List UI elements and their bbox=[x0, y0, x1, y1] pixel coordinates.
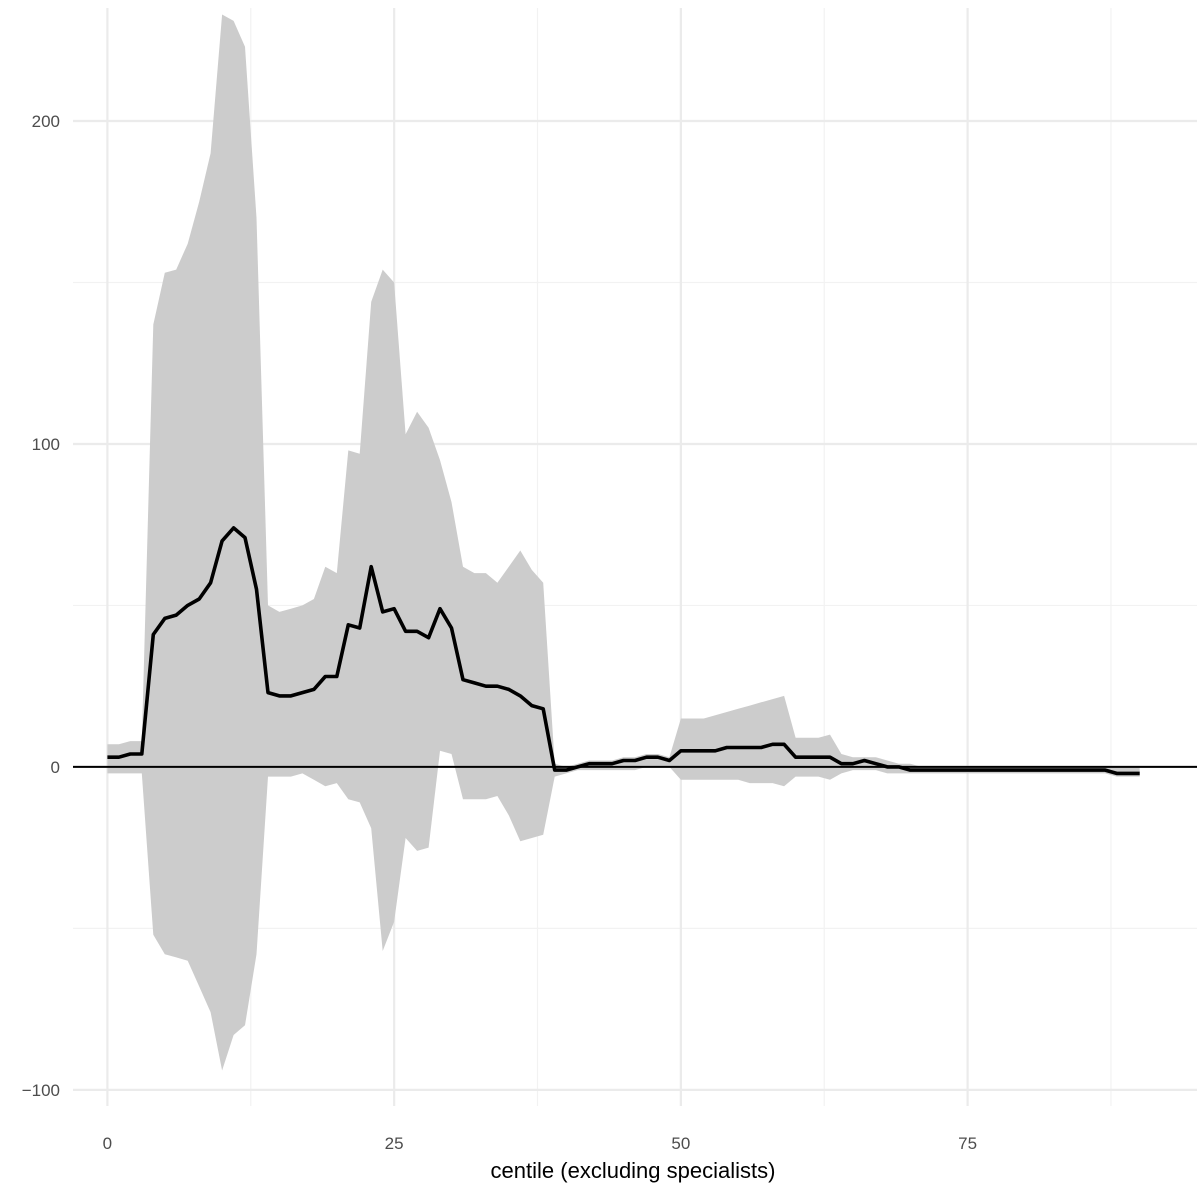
x-tick-label: 25 bbox=[385, 1134, 404, 1153]
x-tick-label: 0 bbox=[103, 1134, 112, 1153]
x-tick-label: 50 bbox=[671, 1134, 690, 1153]
y-axis-tick-labels: −100 0 100 200 bbox=[22, 112, 60, 1100]
y-tick-label: 0 bbox=[51, 758, 60, 777]
x-tick-label: 75 bbox=[958, 1134, 977, 1153]
y-tick-label: 100 bbox=[32, 435, 60, 454]
confidence-ribbon bbox=[107, 14, 1140, 1071]
y-tick-label: −100 bbox=[22, 1081, 60, 1100]
series-line bbox=[107, 526, 1140, 776]
y-tick-label: 200 bbox=[32, 112, 60, 131]
x-axis-title: centile (excluding specialists) bbox=[491, 1158, 776, 1183]
x-axis-tick-labels: 0 25 50 75 bbox=[103, 1134, 977, 1153]
